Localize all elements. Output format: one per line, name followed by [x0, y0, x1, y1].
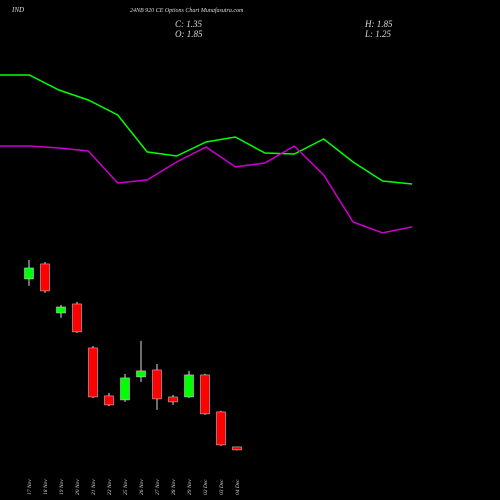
- candle-body: [88, 347, 98, 398]
- chart-symbol: IND: [11, 6, 24, 14]
- candle-body: [72, 303, 82, 333]
- candle-body: [104, 395, 114, 406]
- candle-body: [120, 377, 130, 401]
- ohlc-high: H: 1.85: [364, 19, 393, 29]
- x-tick-label: 17 Nov: [27, 479, 33, 495]
- candle-body: [152, 369, 162, 400]
- ohlc-low: L: 1.25: [364, 29, 392, 39]
- candle-body: [232, 446, 242, 451]
- x-tick-label: 29 Nov: [187, 479, 193, 495]
- candle-body: [184, 374, 194, 398]
- x-tick-label: 19 Nov: [59, 479, 65, 495]
- candle-body: [40, 263, 50, 292]
- candle-body: [216, 411, 226, 446]
- ohlc-open: O: 1.85: [175, 29, 203, 39]
- candle-body: [24, 267, 34, 280]
- x-tick-label: 25 Nov: [123, 479, 129, 495]
- x-tick-label: 22 Nov: [107, 479, 113, 495]
- x-tick-label: 18 Nov: [43, 479, 49, 495]
- candle-body: [168, 396, 178, 403]
- x-tick-label: 21 Nov: [91, 479, 97, 495]
- candle-body: [200, 374, 210, 415]
- x-tick-label: 26 Nov: [139, 479, 145, 495]
- x-tick-label: 03 Dec: [219, 479, 225, 495]
- candle-body: [56, 306, 66, 314]
- indicator-line: [0, 74, 413, 185]
- x-tick-label: 20 Nov: [75, 479, 81, 495]
- x-tick-label: 02 Dec: [203, 479, 209, 495]
- x-tick-label: 04 Dec: [234, 479, 241, 495]
- candle-body: [136, 370, 146, 378]
- ohlc-close: C: 1.35: [175, 19, 203, 29]
- x-tick-label: 28 Nov: [171, 479, 177, 495]
- x-tick-label: 27 Nov: [155, 479, 161, 495]
- chart-title: 24NB 920 CE Options Chart Munafasutra.co…: [130, 7, 244, 14]
- indicator-line: [0, 145, 413, 234]
